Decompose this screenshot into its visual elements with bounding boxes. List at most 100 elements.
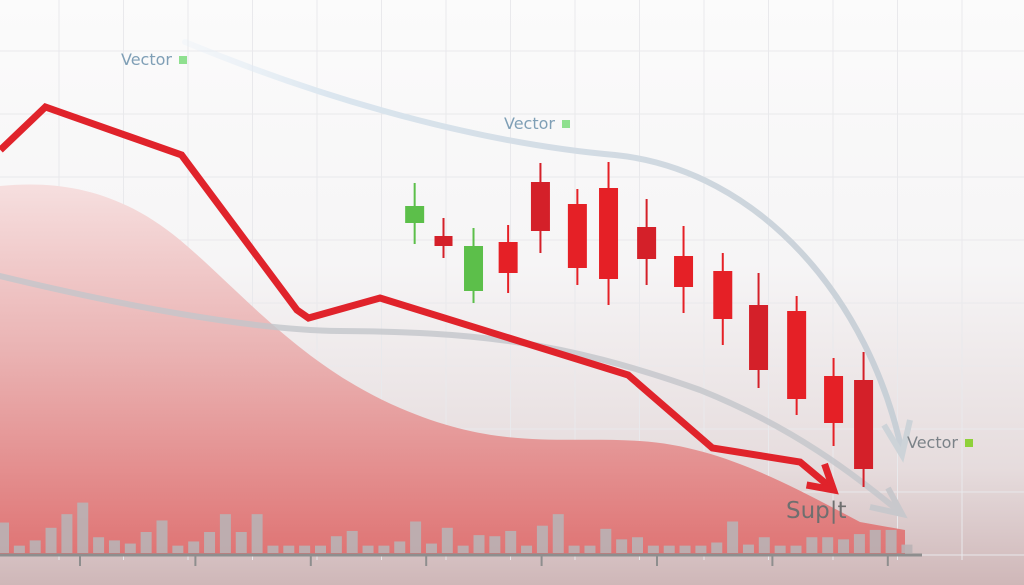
volume-bar bbox=[568, 545, 580, 553]
volume-bar bbox=[822, 537, 834, 553]
upper-guide-arrowhead bbox=[881, 419, 913, 463]
volume-bar bbox=[489, 536, 501, 553]
volume-bars bbox=[0, 502, 913, 553]
candle-body bbox=[713, 271, 733, 319]
support-label: Sup|t bbox=[786, 498, 847, 524]
volume-bar bbox=[315, 545, 326, 553]
candle bbox=[464, 228, 484, 303]
volume-bar bbox=[394, 541, 406, 553]
trend-line-path bbox=[0, 102, 836, 493]
lower-guide-arrowhead bbox=[869, 486, 908, 519]
candle bbox=[567, 189, 587, 285]
volume-bar bbox=[124, 543, 136, 553]
volume-bar bbox=[742, 544, 754, 553]
volume-bar bbox=[0, 522, 9, 553]
volume-bar bbox=[61, 514, 73, 553]
candle-body bbox=[498, 242, 518, 273]
volume-bar bbox=[536, 525, 548, 553]
candle bbox=[749, 273, 769, 388]
candle bbox=[599, 162, 619, 305]
grid-lines bbox=[0, 0, 1024, 560]
volume-bar bbox=[362, 545, 374, 553]
volume-bar bbox=[885, 529, 897, 553]
vector-label-text: Vector bbox=[504, 114, 555, 133]
volume-bar bbox=[901, 544, 913, 553]
volume-bar bbox=[806, 537, 818, 553]
upper-guide-curve bbox=[182, 39, 905, 455]
volume-bar bbox=[140, 532, 152, 553]
candle bbox=[674, 226, 694, 313]
candle bbox=[713, 253, 733, 345]
candle-body bbox=[749, 305, 769, 370]
volume-bar bbox=[77, 502, 89, 553]
volume-bar bbox=[600, 528, 612, 553]
volume-bar bbox=[679, 545, 691, 553]
vector-label-text: Vector bbox=[907, 433, 958, 452]
volume-bar bbox=[632, 537, 643, 553]
green-square-icon bbox=[178, 55, 187, 64]
volume-bar bbox=[727, 521, 739, 553]
candle-body bbox=[599, 188, 619, 279]
time-axis bbox=[0, 553, 922, 566]
volume-bar bbox=[45, 527, 57, 553]
trend-line bbox=[0, 102, 839, 495]
volume-bar bbox=[774, 545, 786, 553]
lower-guide-curve bbox=[0, 273, 903, 515]
volume-bar bbox=[425, 543, 437, 553]
trend-arrowhead-icon bbox=[805, 462, 839, 495]
volume-bar bbox=[647, 545, 659, 553]
candle bbox=[405, 183, 425, 244]
area-shape bbox=[0, 184, 905, 555]
candle-body bbox=[824, 376, 844, 423]
volume-bar bbox=[711, 542, 723, 553]
volume-bar bbox=[13, 545, 25, 553]
volume-bar bbox=[93, 537, 105, 553]
volume-bar bbox=[695, 545, 707, 553]
candle bbox=[637, 199, 657, 285]
volume-bar bbox=[616, 539, 628, 553]
volume-bar bbox=[283, 545, 295, 553]
volume-bar bbox=[410, 521, 422, 553]
volume-bar bbox=[29, 540, 41, 553]
volume-bar bbox=[188, 541, 200, 553]
volume-bar bbox=[251, 514, 263, 553]
volume-bar bbox=[853, 534, 865, 553]
candle bbox=[434, 218, 453, 258]
volume-bar bbox=[838, 539, 850, 553]
volume-bar bbox=[330, 536, 342, 553]
volume-bar bbox=[790, 545, 802, 553]
volume-bar bbox=[172, 545, 184, 553]
candle bbox=[787, 296, 807, 415]
candle bbox=[824, 358, 844, 446]
candle bbox=[530, 163, 550, 253]
candle-body bbox=[405, 206, 425, 223]
candle-body bbox=[434, 236, 453, 246]
volume-bar bbox=[235, 532, 247, 553]
candle-body bbox=[530, 182, 550, 231]
volume-bar bbox=[108, 540, 120, 553]
volume-bar bbox=[378, 545, 390, 553]
volume-bar bbox=[584, 545, 596, 553]
candle-body bbox=[567, 204, 587, 268]
green-square-icon bbox=[561, 119, 570, 128]
volume-bar bbox=[505, 530, 517, 553]
volume-bar bbox=[552, 514, 564, 553]
vector-label-2: Vector bbox=[504, 114, 570, 133]
candles bbox=[405, 162, 874, 487]
vector-label-text: Vector bbox=[121, 50, 172, 69]
vector-label-3: Vector bbox=[907, 433, 973, 452]
green-square-icon bbox=[964, 438, 973, 447]
volume-bar bbox=[219, 514, 231, 553]
volume-bar bbox=[869, 529, 881, 553]
volume-bar bbox=[473, 535, 485, 553]
candle-body bbox=[787, 311, 807, 399]
volume-bar bbox=[156, 520, 168, 553]
candle-body bbox=[674, 256, 694, 287]
candle-body bbox=[637, 227, 657, 259]
volume-bar bbox=[441, 527, 453, 553]
volume-bar bbox=[758, 537, 770, 553]
volume-bar bbox=[267, 545, 279, 553]
candle bbox=[854, 352, 874, 487]
vector-label-1: Vector bbox=[121, 50, 187, 69]
